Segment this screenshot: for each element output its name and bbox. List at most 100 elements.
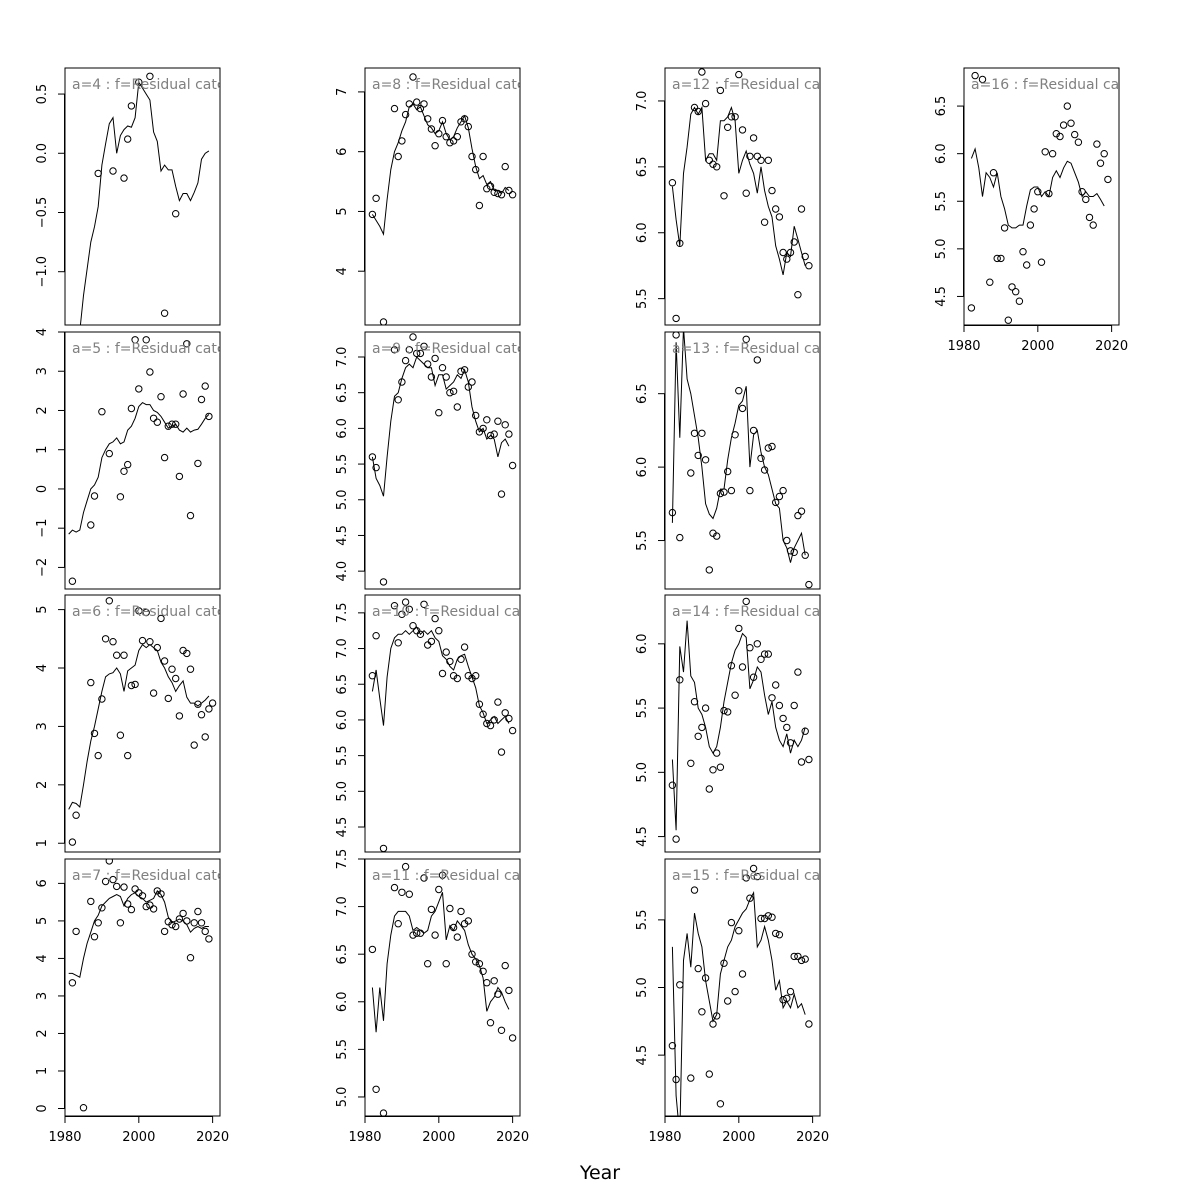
data-point [464, 383, 472, 391]
data-point [753, 356, 761, 364]
data-point [105, 859, 113, 865]
data-point [120, 467, 128, 475]
data-point [398, 888, 406, 896]
data-point [427, 125, 436, 133]
data-point [401, 598, 410, 606]
data-point [468, 378, 476, 386]
data-point [786, 987, 795, 996]
data-point [197, 919, 206, 927]
data-point [368, 945, 377, 954]
data-point [772, 929, 780, 938]
data-point [146, 638, 154, 646]
y-tick-label: 2 [35, 781, 50, 789]
data-point [379, 318, 388, 325]
y-tick-label: 6.0 [635, 222, 650, 243]
data-point [413, 929, 421, 937]
data-point [442, 133, 450, 141]
series-line [671, 891, 806, 1116]
data-point [442, 373, 450, 381]
data-point [672, 332, 680, 339]
data-point [760, 650, 769, 658]
data-point [175, 915, 184, 923]
data-point [694, 964, 702, 973]
data-point [94, 169, 102, 178]
data-point [120, 174, 128, 182]
data-point [672, 1075, 680, 1084]
data-point [379, 578, 388, 586]
series-line [68, 401, 210, 535]
x-axis-title: Year [579, 1162, 620, 1184]
data-point [420, 342, 428, 350]
data-point [497, 1026, 506, 1035]
data-point [460, 643, 469, 651]
data-point [372, 194, 380, 203]
data-point [486, 721, 495, 730]
data-point [442, 960, 450, 968]
data-point [779, 996, 787, 1004]
data-point [475, 960, 484, 968]
data-point [790, 701, 798, 710]
x-tick-label: 1980 [947, 339, 980, 354]
data-point [494, 417, 502, 425]
data-point [687, 469, 695, 477]
data-point [405, 605, 413, 613]
data-point [424, 641, 432, 649]
data-point [709, 160, 717, 168]
data-point [431, 142, 439, 150]
data-point [446, 139, 454, 147]
data-point [372, 463, 380, 472]
data-point [505, 186, 513, 195]
data-point [435, 885, 443, 894]
data-point [131, 680, 139, 689]
data-point [805, 580, 813, 589]
data-point [87, 678, 95, 687]
data-point [690, 698, 699, 706]
data-point [783, 536, 791, 545]
data-point [783, 255, 791, 263]
data-point [701, 456, 710, 464]
data-point [113, 651, 121, 659]
x-tick-label: 2020 [796, 1130, 829, 1145]
y-tick-label: 4.5 [635, 1045, 650, 1066]
data-point [727, 486, 736, 495]
data-point [172, 210, 180, 218]
data-point [157, 614, 165, 623]
data-point [779, 248, 787, 257]
data-point [435, 627, 443, 635]
data-point [172, 922, 180, 931]
x-tick-label: 2000 [122, 1130, 155, 1145]
data-point [783, 723, 791, 732]
data-point [757, 454, 765, 462]
panel-9: a=12 : f=Residual catc 5.5 6.0 6.5 7.0 [635, 67, 821, 326]
panel-title: a=16 : f=Residual catc [971, 77, 1132, 93]
data-point [713, 749, 721, 757]
panel-frame [664, 67, 821, 326]
data-point [1004, 316, 1012, 324]
y-tick-label: 6.5 [335, 944, 350, 965]
data-point [690, 429, 699, 437]
data-point [738, 404, 747, 413]
data-point [453, 674, 461, 683]
panel-title: a=9 : f=Residual catc [372, 341, 525, 357]
data-point [405, 100, 413, 108]
data-point [168, 420, 176, 428]
data-point [479, 710, 487, 718]
data-point [494, 698, 502, 706]
data-point [753, 152, 761, 161]
data-point [146, 72, 154, 81]
data-point [772, 205, 780, 213]
y-tick-label: −0.5 [35, 197, 50, 229]
data-point [98, 904, 106, 912]
data-point [453, 933, 461, 941]
data-point [768, 186, 776, 195]
data-point [427, 637, 436, 646]
data-point [508, 461, 517, 470]
data-point [786, 547, 795, 555]
data-point [416, 349, 425, 358]
data-point [757, 655, 765, 663]
y-tick-label: −2 [35, 558, 50, 577]
data-point [116, 731, 125, 739]
data-point [993, 254, 1001, 263]
data-point [131, 885, 139, 893]
y-tick-label: 5.0 [335, 1087, 350, 1108]
